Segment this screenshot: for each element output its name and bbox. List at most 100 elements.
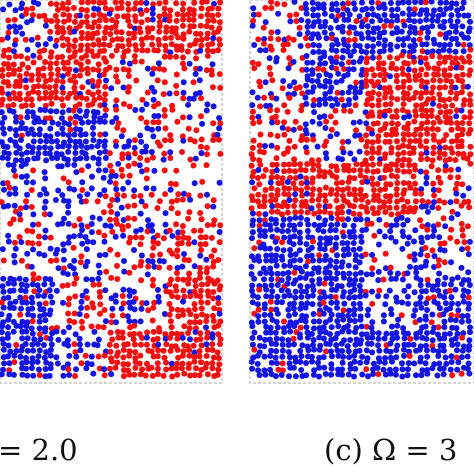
particle (102, 222, 109, 229)
particle (386, 54, 393, 61)
particle (268, 46, 275, 53)
particle (77, 72, 83, 79)
particle (256, 181, 263, 188)
particle (284, 108, 291, 115)
particle (256, 227, 263, 234)
particle (458, 143, 465, 150)
particle (40, 65, 47, 72)
particle (363, 132, 370, 139)
particle (187, 42, 193, 49)
particle (417, 54, 424, 61)
particle (255, 191, 262, 198)
particle (316, 257, 323, 264)
particle (10, 101, 17, 108)
particle (370, 43, 376, 50)
particle (36, 347, 43, 354)
particle (424, 276, 431, 283)
particle (255, 61, 262, 67)
particle (424, 11, 430, 18)
particle (448, 215, 455, 222)
particle (131, 264, 138, 271)
particle (382, 138, 389, 145)
particle (389, 113, 396, 120)
particle (11, 252, 18, 259)
particle (42, 373, 49, 380)
particle (166, 227, 173, 234)
particle (351, 175, 358, 182)
particle (281, 329, 288, 336)
particle (329, 42, 336, 49)
particle (340, 307, 347, 314)
particle (299, 192, 306, 199)
particle (448, 300, 455, 307)
particle (97, 310, 103, 317)
particle (109, 196, 116, 203)
particle (344, 343, 351, 350)
particle (208, 234, 215, 241)
particle (263, 257, 270, 264)
particle (30, 52, 37, 59)
particle (131, 215, 138, 222)
particle (154, 232, 161, 239)
particle (416, 316, 423, 323)
particle (65, 366, 72, 373)
particle (275, 36, 282, 43)
particle (138, 10, 145, 17)
particle (23, 149, 30, 156)
particle (297, 166, 304, 173)
particle (120, 217, 127, 223)
particle (423, 100, 429, 107)
particle (458, 107, 465, 114)
particle (424, 222, 431, 228)
particle (412, 0, 419, 5)
particle (417, 94, 424, 101)
particle (429, 12, 436, 19)
particle (268, 306, 275, 313)
particle (404, 240, 411, 247)
particle (208, 67, 215, 74)
particle (148, 126, 155, 133)
particle (108, 371, 115, 378)
particle (339, 203, 346, 210)
particle (250, 156, 257, 162)
particle (328, 275, 334, 282)
particle (180, 16, 187, 23)
particle (36, 325, 43, 332)
particle (418, 264, 424, 271)
particle (393, 204, 400, 211)
particle (12, 190, 19, 197)
particle (364, 208, 371, 215)
particle (72, 331, 79, 338)
particle (215, 5, 222, 12)
particle (79, 240, 86, 247)
particle (47, 276, 54, 283)
particle (389, 12, 396, 19)
particle (121, 268, 128, 275)
particle (317, 240, 323, 247)
particle (441, 318, 448, 325)
particle (340, 289, 347, 295)
particle (446, 47, 453, 54)
particle (88, 143, 95, 150)
particle (334, 347, 341, 354)
particle (138, 19, 145, 26)
particle (12, 95, 19, 102)
particle (407, 43, 414, 50)
particle (320, 228, 327, 235)
particle (448, 138, 455, 145)
particle (374, 168, 381, 175)
particle (156, 65, 163, 72)
particle (144, 65, 151, 72)
particle (217, 41, 223, 48)
particle (0, 336, 6, 343)
particle (346, 354, 353, 361)
particle (10, 287, 17, 294)
particle (315, 157, 322, 164)
particle (466, 42, 473, 49)
particle (424, 370, 431, 377)
particle (35, 353, 42, 360)
particle (316, 346, 323, 353)
particle (466, 120, 473, 127)
particle (28, 187, 35, 193)
particle (37, 138, 44, 145)
